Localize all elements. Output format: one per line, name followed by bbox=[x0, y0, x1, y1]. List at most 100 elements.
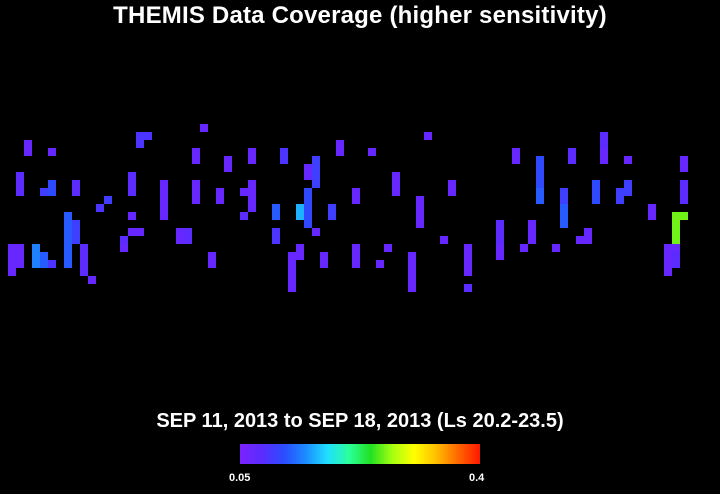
coverage-cell bbox=[416, 196, 424, 220]
coverage-cell bbox=[48, 148, 56, 156]
coverage-cell bbox=[376, 260, 384, 268]
coverage-cell bbox=[16, 244, 24, 268]
colorbar-segment bbox=[456, 444, 459, 464]
colorbar bbox=[240, 444, 480, 464]
colorbar-segment bbox=[320, 444, 323, 464]
coverage-cell bbox=[72, 220, 80, 244]
colorbar-segment bbox=[426, 444, 429, 464]
coverage-cell bbox=[208, 252, 216, 268]
colorbar-segment bbox=[364, 444, 367, 464]
colorbar-segment bbox=[272, 444, 275, 464]
coverage-cell bbox=[624, 180, 632, 196]
coverage-cell bbox=[464, 244, 472, 276]
coverage-cell bbox=[128, 228, 136, 236]
coverage-cell bbox=[304, 164, 312, 180]
colorbar-segment bbox=[332, 444, 335, 464]
colorbar-segment bbox=[420, 444, 423, 464]
coverage-cell bbox=[120, 236, 128, 244]
colorbar-segment bbox=[258, 444, 261, 464]
coverage-cell bbox=[352, 244, 360, 268]
coverage-cell bbox=[672, 228, 680, 244]
coverage-cell bbox=[128, 172, 136, 196]
colorbar-segment bbox=[288, 444, 291, 464]
colorbar-segment bbox=[360, 444, 363, 464]
colorbar-segment bbox=[474, 444, 477, 464]
coverage-cell bbox=[48, 260, 56, 268]
colorbar-segment bbox=[290, 444, 293, 464]
colorbar-segment bbox=[464, 444, 467, 464]
colorbar-segment bbox=[424, 444, 427, 464]
colorbar-segment bbox=[340, 444, 343, 464]
coverage-cell bbox=[312, 156, 320, 188]
colorbar-segment bbox=[276, 444, 279, 464]
coverage-cell bbox=[184, 228, 192, 244]
coverage-cell bbox=[160, 180, 168, 212]
coverage-cell bbox=[16, 172, 24, 196]
colorbar-segment bbox=[442, 444, 445, 464]
colorbar-segment bbox=[352, 444, 355, 464]
colorbar-segment bbox=[260, 444, 263, 464]
colorbar-segment bbox=[438, 444, 441, 464]
colorbar-segment bbox=[354, 444, 357, 464]
colorbar-segment bbox=[250, 444, 253, 464]
colorbar-segment bbox=[278, 444, 281, 464]
coverage-cell bbox=[584, 228, 592, 244]
colorbar-segment bbox=[338, 444, 341, 464]
colorbar-segment bbox=[310, 444, 313, 464]
colorbar-segment bbox=[282, 444, 285, 464]
coverage-cell bbox=[80, 244, 88, 276]
colorbar-segment bbox=[418, 444, 421, 464]
colorbar-segment bbox=[344, 444, 347, 464]
coverage-cell bbox=[72, 180, 80, 196]
coverage-cell bbox=[240, 188, 248, 196]
colorbar-segment bbox=[394, 444, 397, 464]
colorbar-segment bbox=[402, 444, 405, 464]
colorbar-segment bbox=[462, 444, 465, 464]
colorbar-segment bbox=[440, 444, 443, 464]
colorbar-segment bbox=[422, 444, 425, 464]
coverage-cell bbox=[312, 228, 320, 236]
coverage-cell bbox=[592, 180, 600, 204]
coverage-cell bbox=[272, 204, 280, 220]
coverage-cell bbox=[680, 180, 688, 204]
coverage-cell bbox=[328, 204, 336, 220]
coverage-cell bbox=[560, 204, 568, 228]
coverage-cell bbox=[40, 252, 48, 268]
colorbar-segment bbox=[446, 444, 449, 464]
colorbar-segment bbox=[452, 444, 455, 464]
colorbar-segment bbox=[370, 444, 373, 464]
date-range-subtitle: SEP 11, 2013 to SEP 18, 2013 (Ls 20.2-23… bbox=[156, 410, 564, 432]
coverage-cell bbox=[512, 148, 520, 164]
coverage-cell bbox=[352, 188, 360, 204]
coverage-cell bbox=[648, 204, 656, 220]
coverage-cell bbox=[280, 148, 288, 164]
coverage-cell bbox=[32, 244, 40, 268]
colorbar-segment bbox=[400, 444, 403, 464]
coverage-cell bbox=[576, 236, 584, 244]
coverage-cell bbox=[600, 132, 608, 148]
colorbar-segment bbox=[302, 444, 305, 464]
colorbar-segment bbox=[328, 444, 331, 464]
colorbar-segment bbox=[412, 444, 415, 464]
coverage-cell bbox=[64, 228, 72, 268]
coverage-cell bbox=[408, 252, 416, 292]
colorbar-segment bbox=[368, 444, 371, 464]
coverage-cell bbox=[424, 132, 432, 140]
coverage-cell bbox=[384, 244, 392, 252]
colorbar-segment bbox=[396, 444, 399, 464]
coverage-cell bbox=[96, 204, 104, 212]
coverage-cell bbox=[440, 236, 448, 244]
coverage-cell bbox=[496, 244, 504, 260]
coverage-cell bbox=[568, 148, 576, 164]
colorbar-segment bbox=[262, 444, 265, 464]
colorbar-segment bbox=[428, 444, 431, 464]
coverage-cell bbox=[664, 244, 672, 276]
colorbar-segment bbox=[380, 444, 383, 464]
colorbar-segment bbox=[466, 444, 469, 464]
coverage-cell bbox=[192, 180, 200, 204]
coverage-cell bbox=[24, 140, 32, 156]
colorbar-segment bbox=[450, 444, 453, 464]
colorbar-segment bbox=[416, 444, 419, 464]
colorbar-segment bbox=[436, 444, 439, 464]
